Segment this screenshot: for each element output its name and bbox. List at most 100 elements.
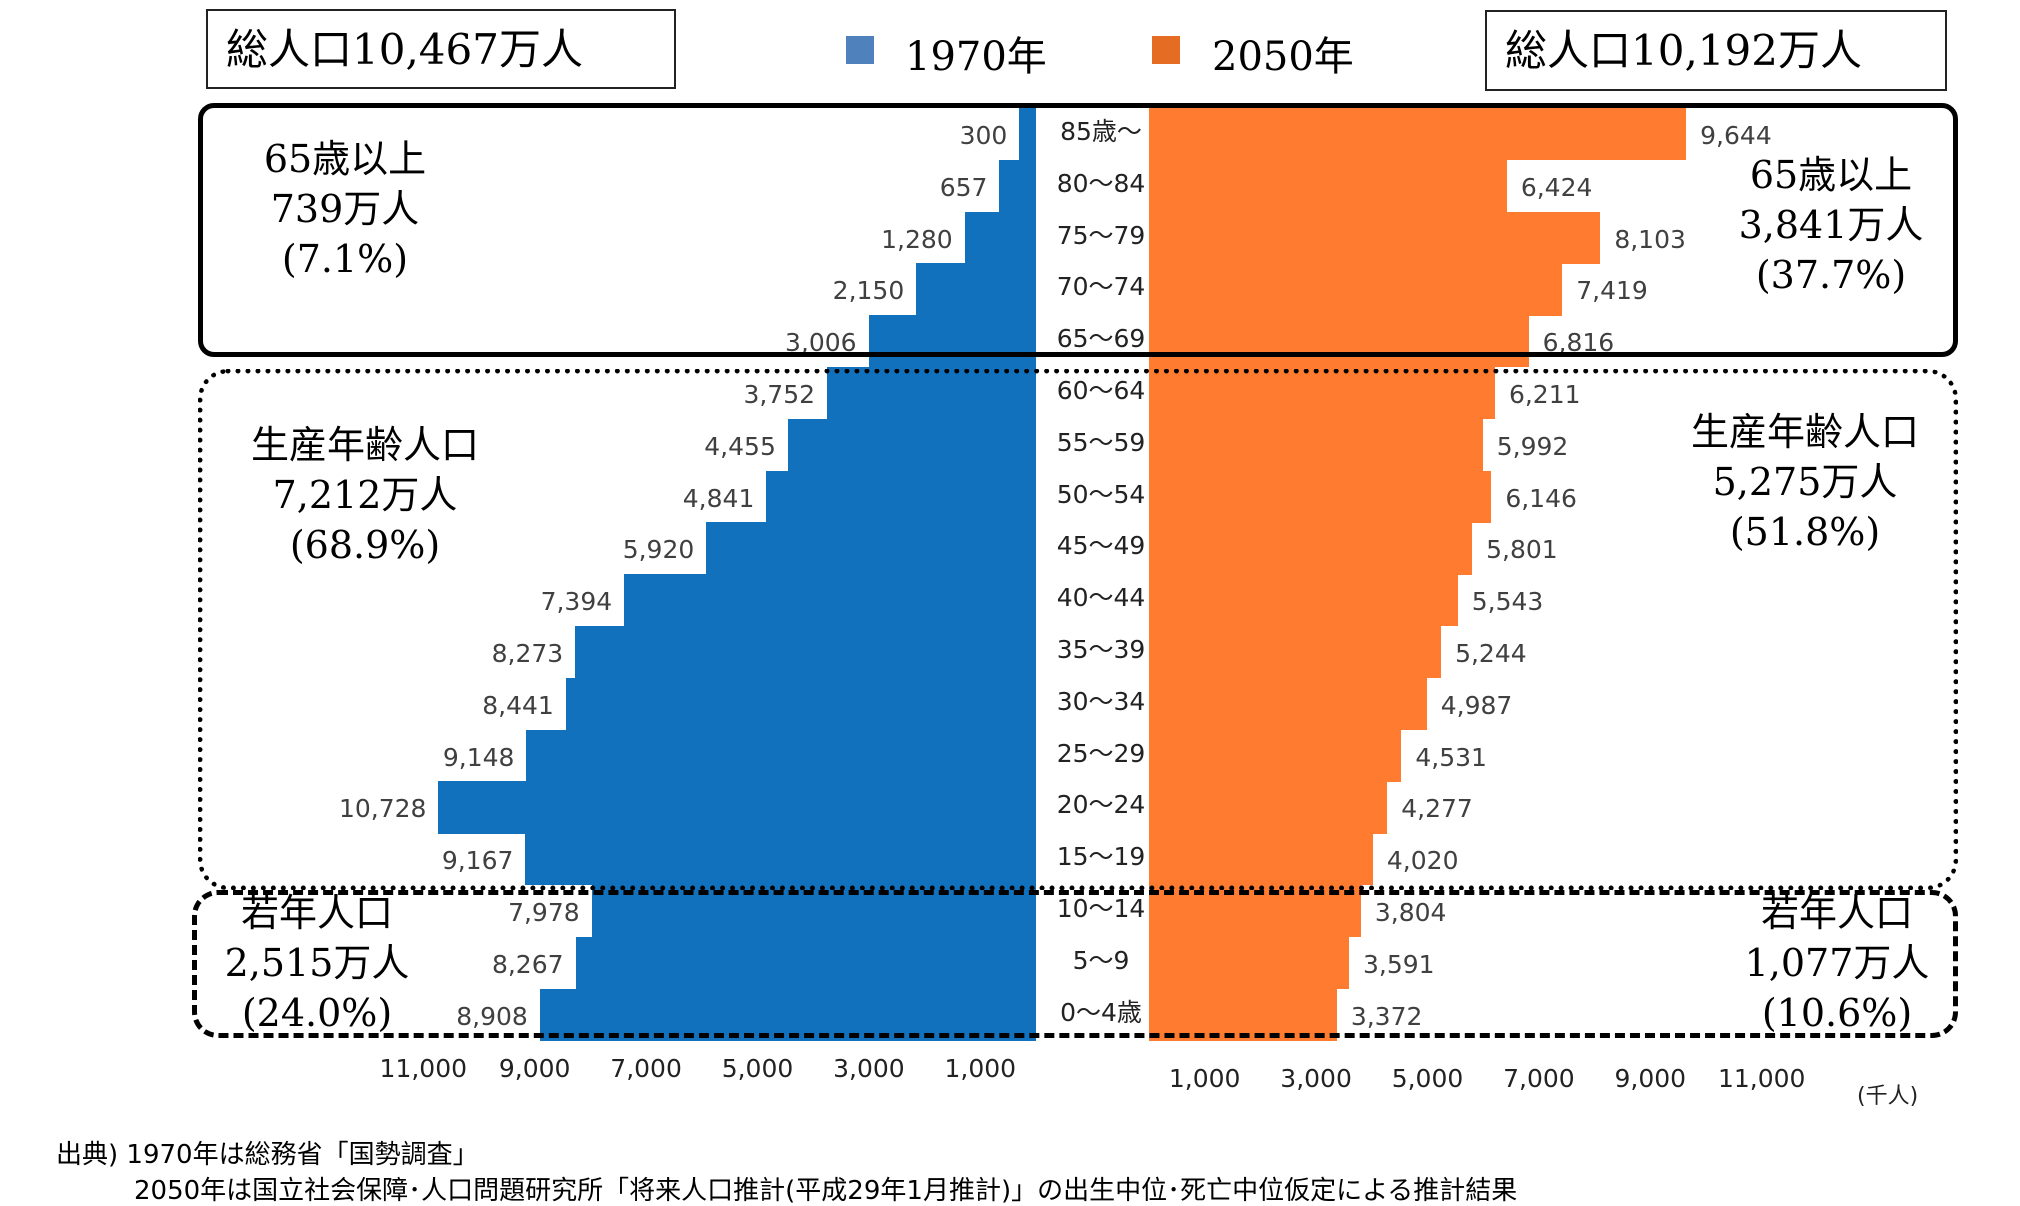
x-tick-left: 7,000 [610, 1054, 682, 1083]
total-2050: 総人口10,192万人 [1485, 10, 1947, 91]
right-elderly-label: 65歳以上 3,841万人 (37.7%) [1738, 153, 1924, 297]
bar-2050 [1149, 211, 1601, 264]
age-label: 35～39 [1056, 634, 1146, 664]
bar-1970 [706, 522, 1036, 575]
x-tick-right: 9,000 [1614, 1064, 1687, 1093]
bar-1970 [575, 936, 1036, 990]
value-label-2050: 5,992 [1496, 431, 1569, 461]
bar-2050 [1149, 729, 1402, 782]
value-label-1970: 5,920 [622, 535, 695, 565]
bar-1970 [624, 574, 1036, 627]
bar-1970 [787, 418, 1036, 472]
value-label-2050: 4,020 [1386, 846, 1459, 876]
bar-2050 [1149, 159, 1507, 213]
bar-2050 [1149, 781, 1388, 834]
value-label-1970: 7,978 [508, 897, 580, 927]
source-line-2: 2050年は国立社会保障･人口問題研究所「将来人口推計(平成29年1月推計)」の… [134, 1176, 1518, 1206]
elderly-group-frame [198, 103, 1958, 357]
age-label: 70～74 [1056, 272, 1146, 302]
age-label: 80～84 [1056, 168, 1146, 198]
right-youth-label: 若年人口 1,077万人 (10.6%) [1744, 891, 1930, 1035]
value-label-2050: 4,987 [1440, 690, 1513, 720]
bar-1970 [539, 988, 1036, 1041]
age-label: 60～64 [1056, 375, 1146, 405]
bar-2050 [1149, 470, 1492, 523]
value-label-1970: 7,394 [540, 587, 613, 617]
x-tick-right: 5,000 [1391, 1064, 1464, 1093]
bar-1970 [526, 729, 1036, 782]
x-tick-right: 11,000 [1717, 1064, 1806, 1093]
value-label-1970: 8,273 [491, 638, 564, 668]
right-working-label: 生産年齢人口 5,275万人 (51.8%) [1690, 410, 1919, 554]
value-label-1970: 1,280 [881, 224, 953, 254]
bar-1970 [766, 470, 1036, 523]
x-tick-right: 7,000 [1503, 1064, 1575, 1093]
bar-2050 [1149, 108, 1687, 161]
bar-1970 [525, 833, 1036, 886]
bar-1970 [565, 677, 1036, 731]
legend-swatch-2050 [1152, 36, 1180, 64]
value-label-2050: 7,419 [1576, 276, 1648, 306]
age-label: 25～29 [1056, 738, 1146, 768]
age-label: 30～34 [1056, 686, 1146, 716]
x-tick-left: 5,000 [721, 1054, 794, 1083]
age-label: 15～19 [1056, 842, 1146, 872]
bar-2050 [1149, 418, 1483, 472]
value-label-1970: 8,908 [456, 1001, 528, 1031]
left-elderly-label: 65歳以上 739万人 (7.1%) [263, 137, 427, 281]
value-label-1970: 4,455 [704, 431, 776, 461]
value-label-2050: 6,211 [1508, 379, 1581, 409]
value-label-2050: 6,146 [1505, 483, 1577, 513]
value-label-2050: 3,372 [1350, 1001, 1423, 1031]
x-tick-left: 9,000 [498, 1054, 571, 1083]
x-tick-left: 1,000 [944, 1054, 1017, 1083]
working-age-group-frame [198, 369, 1958, 890]
x-tick-left: 3,000 [833, 1054, 905, 1083]
value-label-2050: 3,591 [1363, 949, 1435, 979]
value-label-2050: 6,424 [1520, 172, 1593, 202]
value-label-1970: 8,441 [482, 690, 554, 720]
bar-2050 [1149, 677, 1427, 731]
value-label-1970: 9,167 [441, 846, 514, 876]
age-label: 0～4歳 [1060, 997, 1142, 1027]
value-label-1970: 10,728 [338, 794, 427, 824]
value-label-2050: 4,531 [1415, 742, 1487, 772]
bar-1970 [575, 626, 1036, 679]
unit-label: (千人) [1857, 1084, 1919, 1109]
value-label-1970: 3,752 [743, 379, 816, 409]
age-label: 65～69 [1056, 324, 1146, 354]
x-tick-left: 11,000 [379, 1054, 468, 1083]
bar-2050 [1149, 367, 1495, 420]
value-label-2050: 5,244 [1455, 638, 1527, 668]
value-label-1970: 4,841 [682, 483, 755, 513]
bar-1970 [999, 159, 1036, 213]
bar-2050 [1149, 315, 1529, 368]
bar-2050 [1149, 833, 1373, 886]
legend-label-1970: 1970年 [905, 34, 1047, 80]
x-tick-right: 3,000 [1280, 1064, 1352, 1093]
value-label-1970: 9,148 [442, 742, 515, 772]
bar-1970 [438, 781, 1036, 834]
legend-label-2050: 2050年 [1212, 34, 1354, 80]
value-label-2050: 8,103 [1614, 224, 1686, 254]
value-label-2050: 4,277 [1401, 794, 1473, 824]
age-label: 50～54 [1056, 479, 1146, 509]
age-label: 10～14 [1056, 893, 1146, 923]
bar-2050 [1149, 936, 1350, 990]
bar-1970 [1019, 108, 1036, 161]
age-label: 75～79 [1056, 220, 1146, 250]
value-label-2050: 5,801 [1486, 535, 1558, 565]
bar-1970 [916, 263, 1036, 316]
bar-2050 [1149, 574, 1458, 627]
youth-group-frame [192, 890, 1958, 1038]
age-label: 85歳～ [1060, 116, 1142, 146]
value-label-1970: 2,150 [832, 276, 905, 306]
value-label-2050: 3,804 [1374, 897, 1447, 927]
bar-2050 [1149, 988, 1337, 1041]
age-label: 20～24 [1056, 790, 1146, 820]
bar-1970 [964, 211, 1036, 264]
value-label-1970: 300 [959, 120, 1008, 150]
left-working-label: 生産年齢人口 7,212万人 (68.9%) [250, 423, 479, 567]
bar-1970 [868, 315, 1036, 368]
